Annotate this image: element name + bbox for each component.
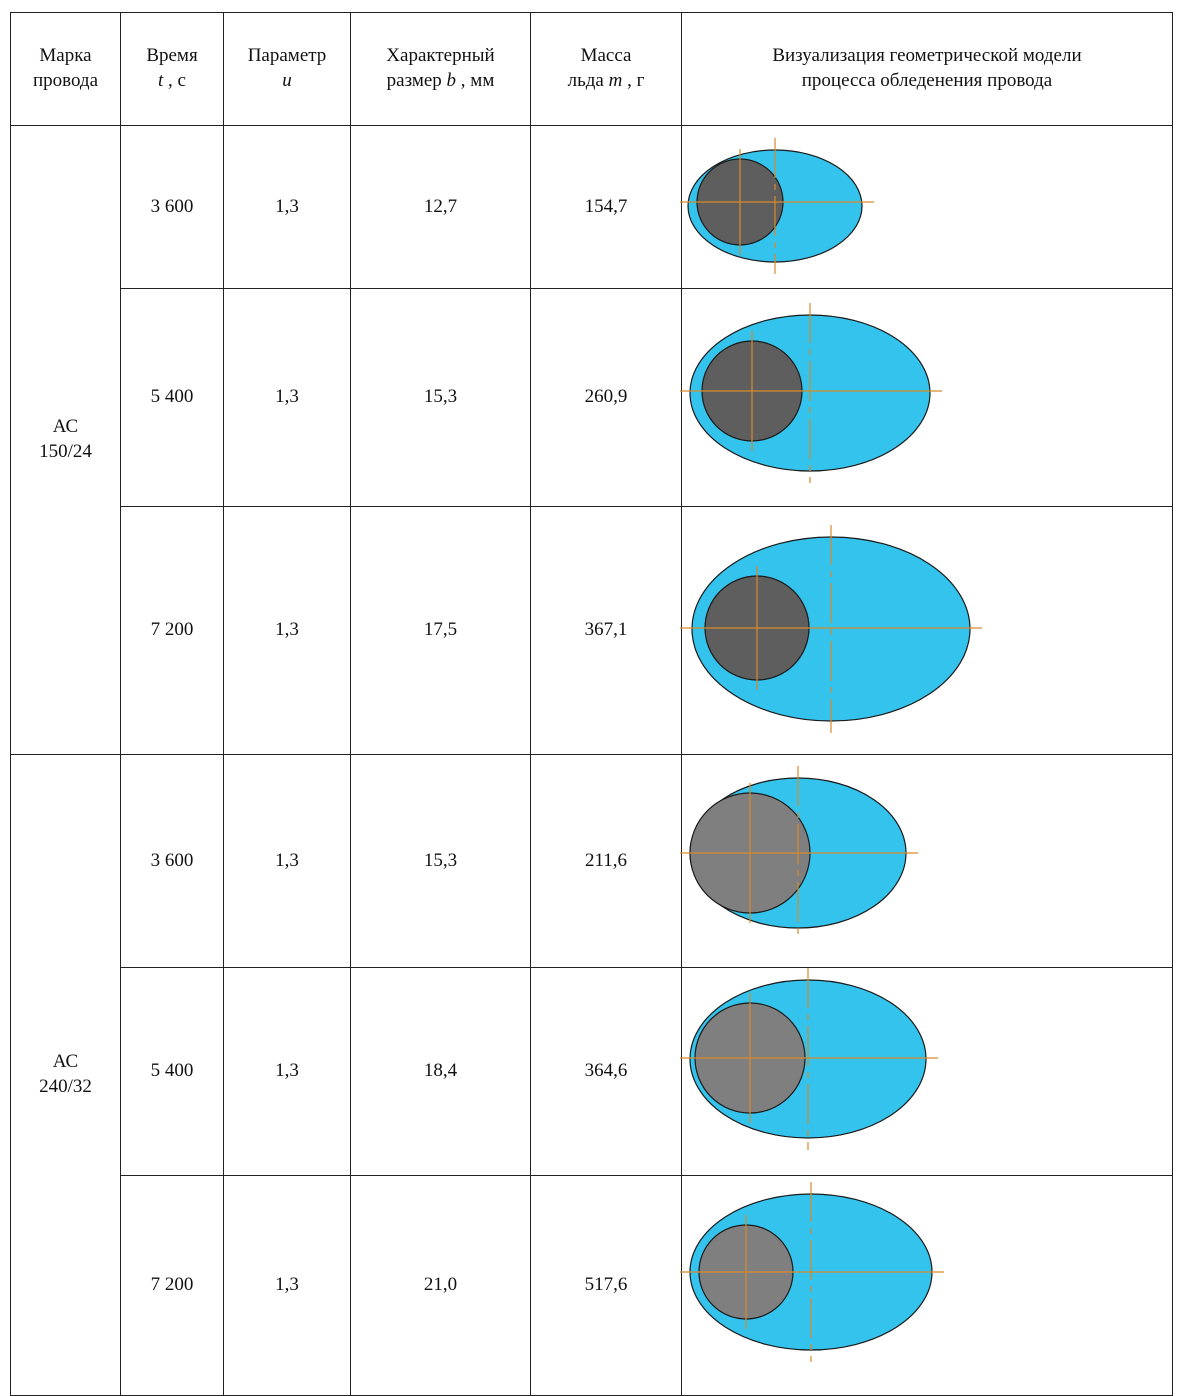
value-cell: 7 200 (120, 506, 224, 755)
header-text: Марка (39, 45, 92, 67)
visualization-cell (681, 1175, 1173, 1396)
wire-label: 150/24 (39, 441, 92, 462)
value-cell: 1,3 (223, 754, 351, 968)
header-cell: Визуализация геометрической модели процес… (681, 12, 1173, 126)
value-cell: 21,0 (350, 1175, 531, 1396)
value-cell: 7 200 (120, 1175, 224, 1396)
value-cell: 367,1 (530, 506, 682, 755)
wire-cell: АС 150/24 (10, 125, 121, 755)
header-text: Параметр (247, 45, 327, 67)
value-cell: 1,3 (223, 288, 351, 507)
table-row: АС 150/24 3 600 1,3 12,7 154,7 (10, 125, 1173, 755)
header-cell: Параметр u (223, 12, 351, 126)
header-line: t , с (121, 69, 223, 94)
value-cell: 18,4 (350, 967, 531, 1176)
header-text: провода (32, 70, 99, 91)
variable: b (446, 70, 457, 91)
header-text: Визуализация геометрической модели (772, 45, 1082, 67)
header-cell: Характерный размер b , мм (350, 12, 531, 126)
value-cell: 15,3 (350, 288, 531, 507)
header-text: , с (163, 70, 186, 91)
table-row: 7 200 1,3 17,5 367,1 (11, 506, 1173, 755)
value-cell: 1,3 (223, 1175, 351, 1396)
table-body: АС 150/24 3 600 1,3 12,7 154,7 5 400 1,3 15,3 260… (10, 125, 1173, 1396)
value-cell: 5 400 (120, 288, 224, 507)
variable: t (158, 70, 164, 91)
header-row: Марка провода Время t , с Параметр u Характерн… (10, 12, 1173, 126)
wire-cell: АС 240/32 (10, 754, 121, 1396)
header-line: Время (121, 44, 223, 69)
value-cell: 3 600 (120, 754, 224, 968)
wire-label: 240/32 (39, 1076, 92, 1097)
header-cell: Марка провода (10, 12, 121, 126)
value-cell: 12,7 (350, 125, 531, 289)
header-text: Масса (580, 45, 632, 67)
header-text: , мм (456, 70, 495, 91)
header-line: льда m , г (531, 69, 681, 94)
ice-table: Марка провода Время t , с Параметр u Характерн… (10, 12, 1173, 1396)
header-text: льда (567, 70, 609, 91)
value-cell: 15,3 (350, 754, 531, 968)
table-row: 5 400 1,3 18,4 364,6 (11, 967, 1173, 1176)
header-cell: Масса льда m , г (530, 12, 682, 126)
header-line: Параметр (224, 44, 350, 69)
visualization-cell (681, 288, 1173, 507)
value-cell: 1,3 (223, 967, 351, 1176)
value-cell: 154,7 (530, 125, 682, 289)
variable: m (608, 70, 623, 91)
table-row: 7 200 1,3 21,0 517,6 (11, 1175, 1173, 1396)
wire-label: АС (52, 1051, 79, 1073)
header-text: процесса обледенения провода (801, 70, 1053, 91)
value-cell: 5 400 (120, 967, 224, 1176)
header-text: Время (146, 45, 198, 67)
visualization-cell (681, 967, 1173, 1176)
header-line: Характерный (351, 44, 530, 69)
value-cell: 1,3 (223, 125, 351, 289)
value-cell: 1,3 (223, 506, 351, 755)
header-line: Визуализация геометрической модели (682, 44, 1172, 69)
table-row: АС 240/32 3 600 1,3 15,3 211,6 (10, 754, 1173, 1396)
table-row: 5 400 1,3 15,3 260,9 (11, 288, 1173, 507)
header-line: размер b , мм (351, 69, 530, 94)
value-cell: 3 600 (120, 125, 224, 289)
visualization-cell (681, 125, 1173, 289)
header-text: Характерный (386, 45, 495, 67)
variable: u (282, 70, 292, 91)
header-text: , г (622, 70, 645, 91)
header-cell: Время t , с (120, 12, 224, 126)
visualization-cell (681, 506, 1173, 755)
header-line: u (224, 69, 350, 94)
value-cell: 517,6 (530, 1175, 682, 1396)
visualization-cell (681, 754, 1173, 968)
value-cell: 364,6 (530, 967, 682, 1176)
value-cell: 260,9 (530, 288, 682, 507)
value-cell: 17,5 (350, 506, 531, 755)
header-line: Марка (11, 44, 120, 69)
value-cell: 211,6 (530, 754, 682, 968)
header-line: Масса (531, 44, 681, 69)
header-text: размер (386, 70, 447, 91)
wire-label: АС (52, 416, 79, 438)
header-line: провода (11, 69, 120, 94)
header-line: процесса обледенения провода (682, 69, 1172, 94)
